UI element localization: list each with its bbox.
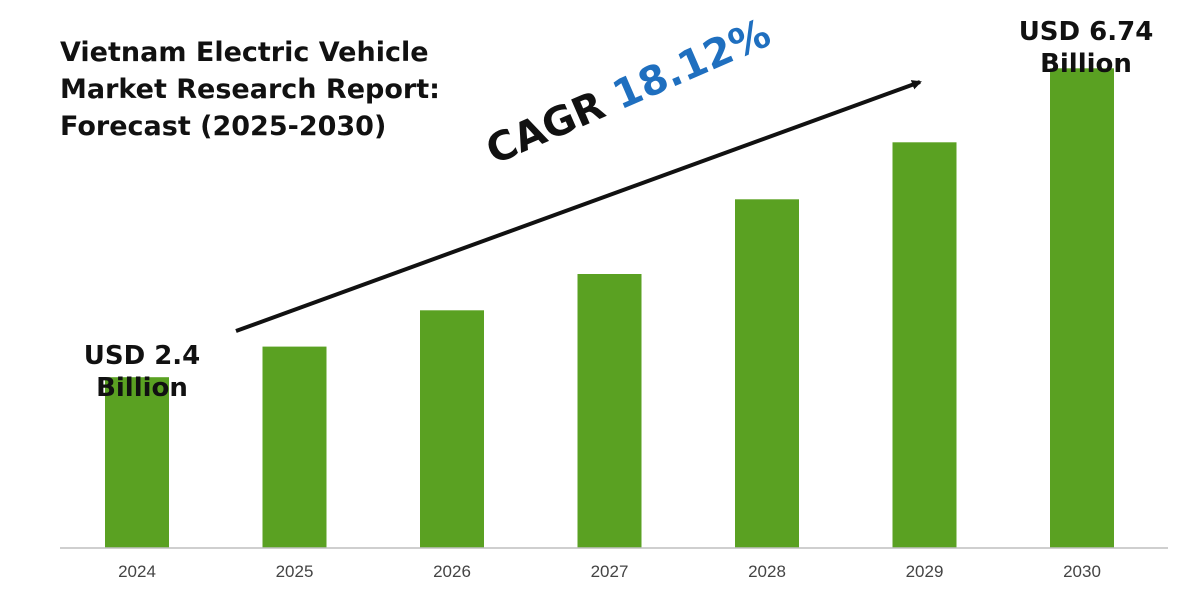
bars-group	[105, 68, 1114, 549]
x-tick-label: 2025	[276, 562, 314, 581]
bar-2024	[105, 377, 169, 548]
x-tick-label: 2029	[906, 562, 944, 581]
chart-title-line: Forecast (2025-2030)	[60, 111, 387, 142]
end-value-unit: Billion	[1040, 49, 1132, 79]
x-tick-label: 2027	[591, 562, 629, 581]
bar-2026	[420, 310, 484, 548]
end-value-label: USD 6.74 Billion	[1006, 16, 1166, 80]
chart-title-line: Vietnam Electric Vehicle	[60, 37, 429, 68]
x-tick-label: 2026	[433, 562, 471, 581]
end-value-amount: USD 6.74	[1018, 17, 1154, 47]
bar-2029	[892, 142, 957, 549]
bar-2027	[577, 274, 642, 548]
x-tick-label: 2024	[118, 562, 156, 581]
x-tick-label: 2028	[748, 562, 786, 581]
x-axis-ticks: 2024 2025 2026 2027 2028 2029 2030	[118, 562, 1101, 581]
chart-title-line: Market Research Report:	[60, 74, 440, 105]
start-value-amount: USD 2.4	[83, 341, 201, 371]
growth-trend-arrow	[235, 80, 922, 333]
start-value-unit: Billion	[96, 373, 188, 403]
bar-2030	[1050, 68, 1114, 549]
chart-title: Vietnam Electric Vehicle Market Research…	[60, 34, 490, 145]
start-value-label: USD 2.4 Billion	[62, 340, 222, 404]
x-tick-label: 2030	[1063, 562, 1101, 581]
bar-2028	[735, 199, 799, 549]
bar-2025	[262, 346, 327, 548]
